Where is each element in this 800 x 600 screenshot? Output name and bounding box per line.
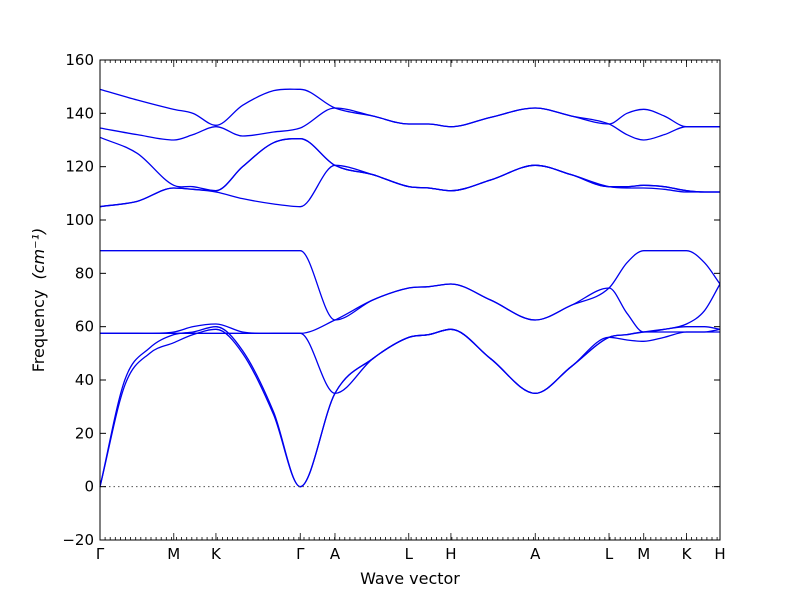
band-line-3 bbox=[100, 326, 721, 394]
y-tick-label: 0 bbox=[84, 478, 94, 496]
band-line-5 bbox=[100, 250, 721, 321]
y-tick-label: 100 bbox=[65, 211, 94, 229]
y-tick-label: 80 bbox=[75, 264, 94, 282]
y-ticks: −20 0 20 40 60 80 100 120 140 160 bbox=[62, 51, 720, 549]
y-tick-label: −20 bbox=[62, 531, 94, 549]
y-tick-label: 160 bbox=[65, 51, 94, 69]
y-tick-label: 60 bbox=[75, 318, 94, 336]
x-tick-label-γ: Γ bbox=[96, 545, 105, 563]
x-tick-label-m: M bbox=[637, 545, 650, 563]
y-axis-label: Frequency (cm⁻¹) bbox=[29, 228, 48, 372]
x-tick-label-γ: Γ bbox=[296, 545, 305, 563]
band-line-8 bbox=[99, 136, 720, 193]
band-line-7 bbox=[99, 138, 720, 208]
y-tick-label: 40 bbox=[75, 371, 94, 389]
x-axis-label: Wave vector bbox=[360, 569, 460, 588]
band-line-6 bbox=[99, 164, 720, 208]
x-tick-label-m: M bbox=[167, 545, 180, 563]
x-tick-label-h: H bbox=[714, 545, 725, 563]
x-tick-label-l: L bbox=[605, 545, 614, 563]
x-tick-label-k: K bbox=[211, 545, 222, 563]
y-axis-label-unit: (cm⁻¹) bbox=[29, 228, 48, 280]
y-tick-label: 140 bbox=[65, 104, 94, 122]
x-tick-label-a: A bbox=[330, 545, 341, 563]
x-tick-label-h: H bbox=[445, 545, 456, 563]
band-line-1 bbox=[99, 328, 720, 488]
y-tick-label: 120 bbox=[65, 158, 94, 176]
band-line-2 bbox=[99, 326, 721, 488]
x-tick-label-l: L bbox=[405, 545, 414, 563]
y-axis-label-text: Frequency bbox=[29, 290, 48, 373]
y-tick-label: 20 bbox=[75, 424, 94, 442]
plot-frame bbox=[99, 59, 721, 541]
band-line-10 bbox=[99, 88, 720, 128]
x-tick-label-k: K bbox=[682, 545, 693, 563]
band-lines bbox=[99, 88, 721, 488]
x-tick-label-a: A bbox=[530, 545, 541, 563]
band-line-4 bbox=[100, 283, 721, 335]
